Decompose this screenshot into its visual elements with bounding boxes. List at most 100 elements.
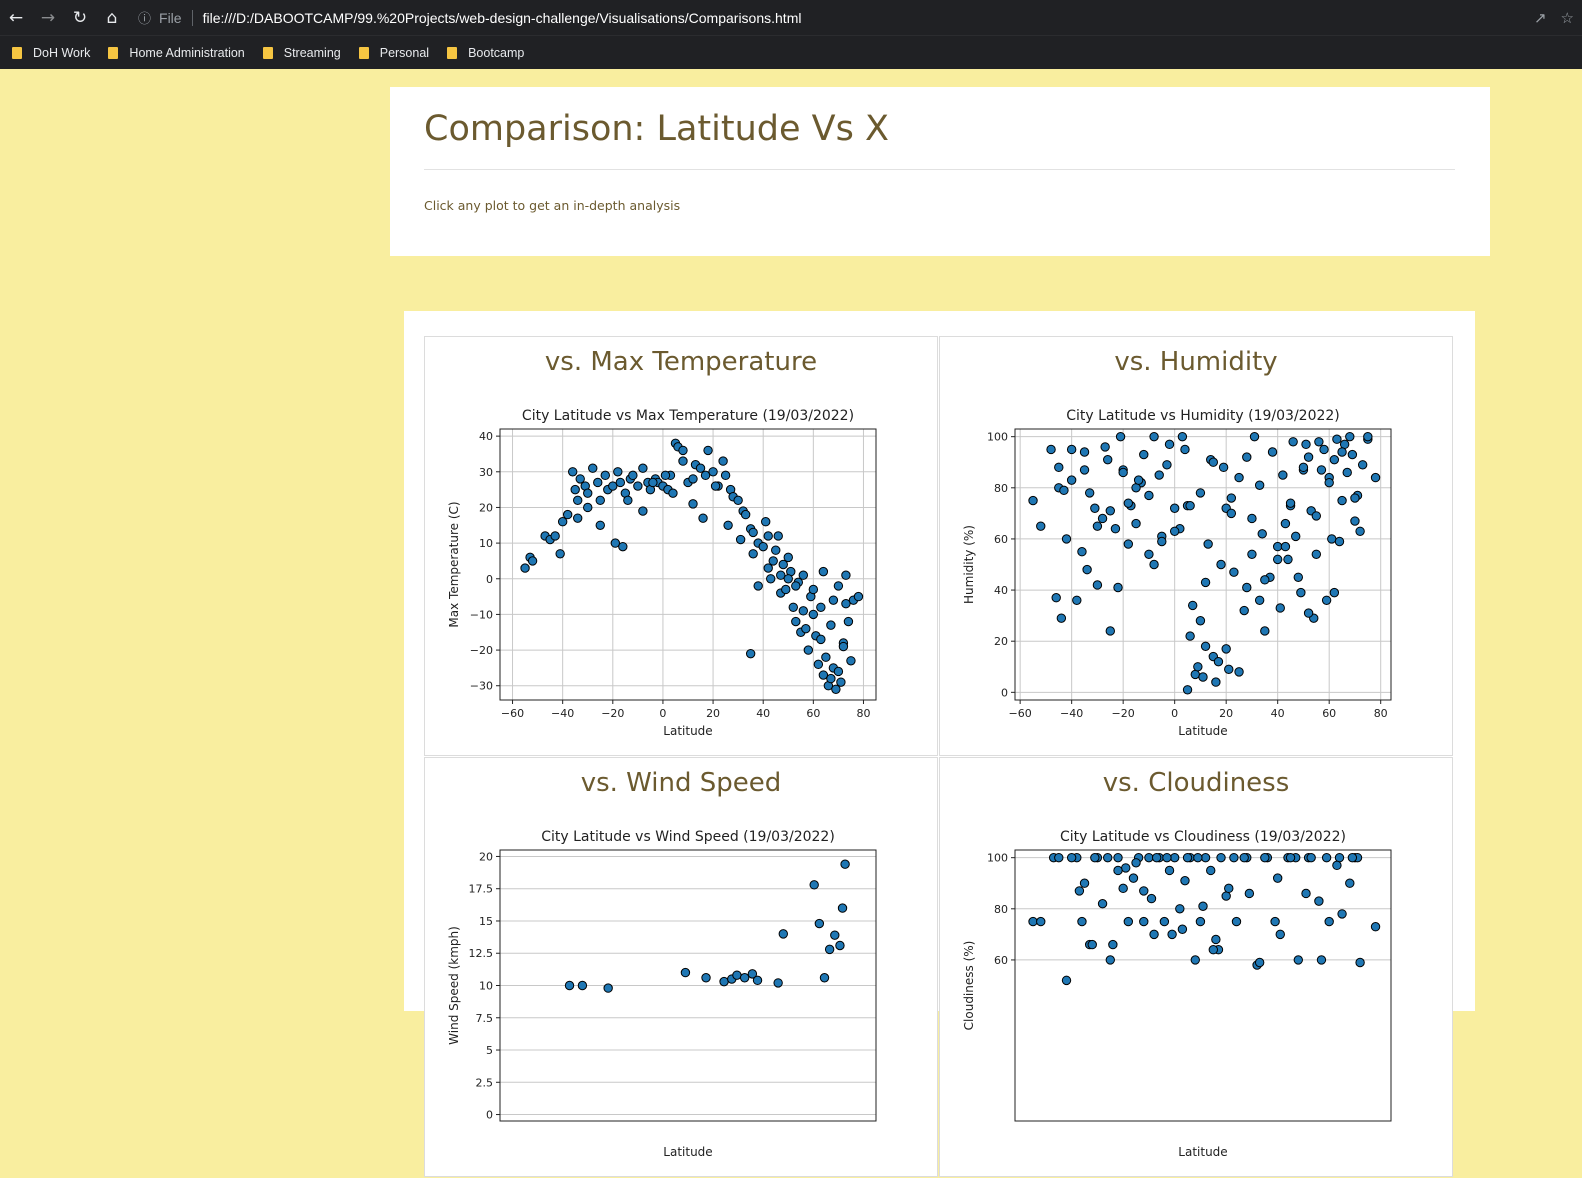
share-icon[interactable]: ↗ [1533, 8, 1547, 27]
data-point [1321, 852, 1332, 863]
scatter-chart[interactable]: City Latitude vs Wind Speed (19/03/2022)… [425, 818, 939, 1178]
data-point [1239, 605, 1249, 616]
data-point [1332, 860, 1342, 871]
data-point [1187, 600, 1198, 611]
data-point [1180, 444, 1190, 455]
data-point [1285, 498, 1296, 508]
data-point [783, 574, 793, 584]
folder-icon [447, 46, 458, 59]
data-point [698, 513, 708, 523]
data-point [803, 645, 814, 655]
data-point [1337, 909, 1347, 919]
data-point [700, 470, 711, 481]
bookmark-folder[interactable]: Personal [358, 46, 429, 60]
data-point [1316, 465, 1327, 475]
data-point [778, 929, 788, 939]
bookmark-folder[interactable]: DoH Work [12, 46, 90, 60]
data-point [1370, 472, 1381, 483]
plot-heading: vs. Wind Speed [580, 768, 782, 798]
data-point [583, 488, 593, 498]
data-point [1218, 462, 1229, 473]
x-tick-label: 20 [706, 707, 720, 720]
data-point [1113, 865, 1123, 876]
x-tick-label: 0 [659, 707, 666, 720]
data-point [798, 570, 809, 580]
data-point [1216, 852, 1226, 863]
data-point [1203, 539, 1213, 549]
data-point [778, 559, 788, 570]
url-text[interactable]: file:///D:/DABOOTCAMP/99.%20Projects/web… [202, 9, 802, 26]
y-tick-label: 20 [479, 850, 493, 863]
data-point [718, 456, 728, 466]
forward-button[interactable]: → [40, 7, 56, 28]
data-point [1272, 554, 1283, 565]
scatter-chart[interactable]: City Latitude vs Max Temperature (19/03/… [425, 397, 939, 757]
bookmark-folder[interactable]: Home Administration [108, 46, 245, 60]
data-point [688, 499, 698, 509]
data-point [1079, 447, 1090, 457]
x-tick-label: 40 [1271, 707, 1285, 720]
scatter-chart[interactable]: City Latitude vs Cloudiness (19/03/2022)… [940, 818, 1454, 1178]
plot-card-cloudiness[interactable]: vs. Cloudiness City Latitude vs Cloudine… [939, 757, 1453, 1177]
data-point [1211, 934, 1221, 945]
data-point [1123, 498, 1134, 508]
plot-card-max-temperature[interactable]: vs. Max Temperature City Latitude vs Max… [424, 336, 938, 756]
bookmark-folder[interactable]: Bootcamp [447, 46, 524, 60]
bookmark-label: DoH Work [33, 45, 91, 60]
data-point [1272, 873, 1283, 883]
data-point [801, 623, 811, 634]
data-point [808, 584, 819, 595]
scatter-chart[interactable]: City Latitude vs Humidity (19/03/2022) −6… [940, 397, 1454, 757]
page-subtitle: Click any plot to get an in-depth analys… [424, 198, 681, 213]
folder-icon [262, 46, 273, 59]
reload-button[interactable]: ↻ [72, 7, 88, 28]
y-tick-label: 15 [479, 915, 493, 928]
data-point [1079, 878, 1090, 888]
data-point [678, 456, 688, 466]
y-tick-label: 30 [479, 466, 493, 479]
data-point [695, 463, 706, 473]
data-point [830, 930, 840, 940]
x-axis-label: Latitude [1178, 1145, 1227, 1159]
data-point [833, 581, 844, 591]
y-tick-label: 7.5 [476, 1012, 494, 1025]
data-point [680, 967, 691, 978]
data-point [1195, 488, 1206, 498]
plot-card-wind-speed[interactable]: vs. Wind Speed City Latitude vs Wind Spe… [424, 757, 938, 1177]
data-point [828, 595, 839, 605]
y-tick-label: 80 [994, 482, 1008, 495]
data-point [732, 970, 742, 980]
data-point [748, 527, 758, 538]
bookmark-star-icon[interactable]: ☆ [1560, 8, 1574, 27]
data-point [701, 973, 711, 983]
data-point [1105, 506, 1115, 516]
data-point [1092, 521, 1103, 531]
y-tick-label: 20 [994, 635, 1008, 648]
data-point [608, 481, 618, 491]
home-button[interactable]: ⌂ [106, 7, 118, 28]
y-tick-label: 80 [994, 903, 1008, 916]
data-point [1082, 564, 1092, 575]
data-point [808, 609, 819, 620]
data-point [710, 481, 721, 491]
data-point [1133, 475, 1144, 485]
data-point [1242, 452, 1252, 462]
data-point [1278, 470, 1288, 480]
bookmark-folder[interactable]: Streaming [262, 46, 341, 60]
y-tick-label: 100 [987, 431, 1008, 444]
data-point [1337, 447, 1347, 457]
back-button[interactable]: ← [8, 7, 24, 28]
plot-card-humidity[interactable]: vs. Humidity City Latitude vs Humidity (… [939, 336, 1453, 756]
data-point [1072, 595, 1082, 605]
data-point [1149, 431, 1159, 442]
y-tick-label: 17.5 [469, 883, 494, 896]
info-icon[interactable]: ⓘ [138, 11, 152, 26]
data-point [1229, 567, 1239, 577]
data-point [1234, 667, 1244, 677]
data-point [1200, 577, 1211, 588]
address-bar[interactable]: ⓘ File file:///D:/DABOOTCAMP/99.%20Proje… [138, 0, 801, 35]
data-point [1345, 878, 1355, 888]
data-point [1260, 575, 1270, 585]
data-point [1105, 955, 1115, 965]
data-point [557, 517, 568, 527]
